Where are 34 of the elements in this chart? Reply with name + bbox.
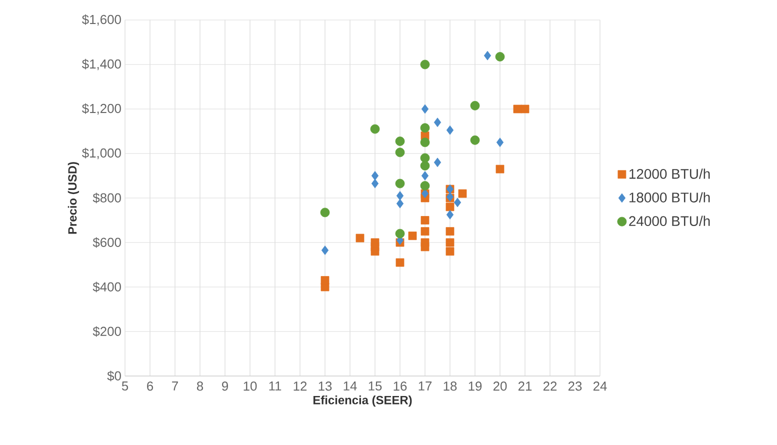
y-tick-label: $400 [92,282,121,292]
y-tick-label: $200 [92,326,121,337]
x-tick-label: 14 [344,382,357,390]
y-axis-title: Precio (USD) [68,162,80,234]
x-tick-label: 13 [318,382,332,391]
x-tick-label: 10 [244,382,257,391]
x-tick-label: 19 [468,382,482,391]
x-tick-label: 24 [593,382,607,391]
y-tick-label: $0 [107,370,121,382]
legend-label: 12000 BTU/h [630,168,710,179]
x-tick-label: 20 [493,382,507,391]
x-tick-label: 11 [269,382,282,390]
legend-label: 24000 BTU/h [629,216,710,226]
y-tick-label: $1,000 [82,148,121,160]
x-tick-label: 5 [122,382,128,391]
x-tick-label: 17 [418,382,432,390]
legend-label: 18000 BTU/h [630,192,710,202]
x-tick-label: 23 [568,382,582,391]
y-tick-label: $1,600 [82,14,121,26]
x-tick-label: 22 [543,382,557,391]
x-tick-label: 18 [444,382,457,391]
x-tick-label: 16 [394,382,407,391]
x-axis-title: Eficiencia (SEER) [313,396,412,407]
x-tick-label: 8 [196,382,204,391]
x-tick-label: 12 [294,382,307,391]
y-tick-label: $1,200 [82,103,121,115]
y-tick-label: $1,400 [82,58,121,70]
y-tick-label: $600 [92,237,121,248]
x-tick-label: 6 [147,382,154,391]
x-tick-label: 15 [368,382,382,391]
x-tick-label: 7 [172,382,178,390]
y-tick-label: $800 [92,192,121,204]
x-tick-label: 9 [222,382,228,391]
x-tick-label: 21 [518,382,532,391]
